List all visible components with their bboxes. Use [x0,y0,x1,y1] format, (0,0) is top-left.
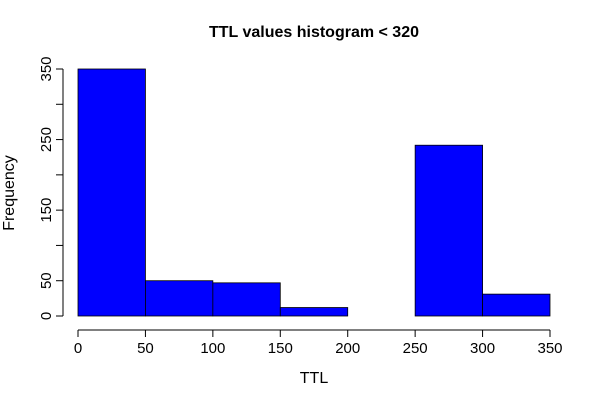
x-tick-label: 50 [137,340,154,357]
y-axis-label: Frequency [1,155,18,231]
y-tick-label: 350 [38,56,55,81]
x-axis-label: TTL [300,370,329,387]
y-axis: 0 50 150 250 350 [38,56,64,320]
chart-title: TTL values histogram < 320 [209,24,419,41]
x-tick-label: 350 [537,340,562,357]
y-tick-label: 50 [38,272,55,289]
x-tick-label: 0 [74,340,82,357]
x-tick-label: 250 [403,340,428,357]
histogram-bar [212,282,281,317]
x-axis: 0 50 100 150 200 250 300 350 [74,329,563,357]
x-tick-label: 200 [335,340,360,357]
x-tick-label: 100 [200,340,225,357]
y-tick-label: 250 [38,127,55,152]
bars-group [77,68,551,317]
y-tick-label: 150 [38,198,55,223]
histogram-bar [145,280,214,317]
histogram-bar [414,144,483,317]
histogram-bar [482,293,551,317]
x-tick-label: 150 [268,340,293,357]
x-tick-label: 300 [470,340,495,357]
histogram-bar [77,68,146,317]
y-tick-label: 0 [38,312,55,320]
histogram-bar [279,307,349,317]
